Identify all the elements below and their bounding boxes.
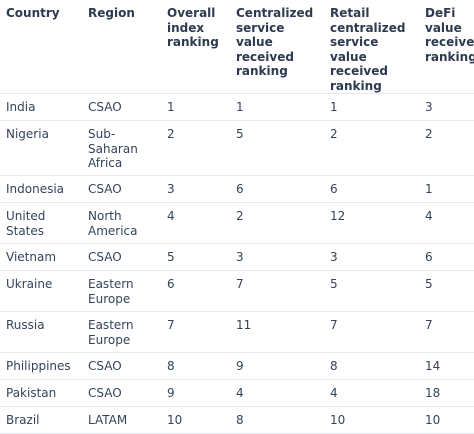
centralized-rank-cell: 9: [230, 352, 324, 380]
centralized-rank-cell: 11: [230, 311, 324, 353]
overall-rank-cell: 1: [161, 93, 230, 121]
region-cell: North America: [82, 202, 161, 244]
centralized-rank-cell: 8: [230, 406, 324, 434]
header-centralized-service-ranking: Centralized service value received ranki…: [230, 0, 324, 94]
defi-rank-cell: 14: [419, 352, 474, 380]
defi-rank-cell: 3: [419, 93, 474, 121]
retail-rank-cell: 8: [324, 352, 419, 380]
defi-rank-cell: 6: [419, 243, 474, 271]
table-row: Indonesia CSAO 3 6 6 1: [0, 175, 474, 203]
country-cell: Nigeria: [0, 120, 82, 176]
defi-rank-cell: 2: [419, 120, 474, 176]
header-region: Region: [82, 0, 161, 94]
region-cell: Sub-Saharan Africa: [82, 120, 161, 176]
header-overall-index-ranking: Overall index ranking: [161, 0, 230, 94]
defi-rank-cell: 4: [419, 202, 474, 244]
defi-rank-cell: 7: [419, 311, 474, 353]
country-cell: Pakistan: [0, 379, 82, 407]
retail-rank-cell: 5: [324, 270, 419, 312]
header-country: Country: [0, 0, 82, 94]
centralized-rank-cell: 4: [230, 379, 324, 407]
overall-rank-cell: 3: [161, 175, 230, 203]
table-row: Philippines CSAO 8 9 8 14: [0, 352, 474, 380]
country-cell: Indonesia: [0, 175, 82, 203]
table-row: India CSAO 1 1 1 3: [0, 93, 474, 121]
overall-rank-cell: 4: [161, 202, 230, 244]
country-cell: Brazil: [0, 406, 82, 434]
country-cell: Ukraine: [0, 270, 82, 312]
centralized-rank-cell: 5: [230, 120, 324, 176]
region-cell: LATAM: [82, 406, 161, 434]
region-cell: Eastern Europe: [82, 311, 161, 353]
table-header-row: Country Region Overall index ranking Cen…: [0, 0, 474, 94]
header-defi-ranking: DeFi value received ranking: [419, 0, 474, 94]
table-row: Nigeria Sub-Saharan Africa 2 5 2 2: [0, 120, 474, 176]
country-cell: Vietnam: [0, 243, 82, 271]
retail-rank-cell: 2: [324, 120, 419, 176]
region-cell: CSAO: [82, 93, 161, 121]
region-cell: CSAO: [82, 379, 161, 407]
overall-rank-cell: 7: [161, 311, 230, 353]
centralized-rank-cell: 2: [230, 202, 324, 244]
defi-rank-cell: 1: [419, 175, 474, 203]
table-row: Ukraine Eastern Europe 6 7 5 5: [0, 270, 474, 312]
defi-rank-cell: 18: [419, 379, 474, 407]
overall-rank-cell: 6: [161, 270, 230, 312]
header-retail-centralized-ranking: Retail centralized service value receive…: [324, 0, 419, 94]
overall-rank-cell: 9: [161, 379, 230, 407]
retail-rank-cell: 4: [324, 379, 419, 407]
country-cell: India: [0, 93, 82, 121]
region-cell: Eastern Europe: [82, 270, 161, 312]
centralized-rank-cell: 3: [230, 243, 324, 271]
overall-rank-cell: 5: [161, 243, 230, 271]
retail-rank-cell: 1: [324, 93, 419, 121]
defi-rank-cell: 10: [419, 406, 474, 434]
centralized-rank-cell: 6: [230, 175, 324, 203]
table-row: Pakistan CSAO 9 4 4 18: [0, 379, 474, 407]
table-row: Russia Eastern Europe 7 11 7 7: [0, 311, 474, 353]
defi-rank-cell: 5: [419, 270, 474, 312]
table-row: Brazil LATAM 10 8 10 10: [0, 406, 474, 434]
region-cell: CSAO: [82, 175, 161, 203]
overall-rank-cell: 2: [161, 120, 230, 176]
overall-rank-cell: 10: [161, 406, 230, 434]
retail-rank-cell: 6: [324, 175, 419, 203]
retail-rank-cell: 12: [324, 202, 419, 244]
country-cell: Philippines: [0, 352, 82, 380]
table-row: United States North America 4 2 12 4: [0, 202, 474, 244]
overall-rank-cell: 8: [161, 352, 230, 380]
retail-rank-cell: 3: [324, 243, 419, 271]
table-row: Vietnam CSAO 5 3 3 6: [0, 243, 474, 271]
retail-rank-cell: 7: [324, 311, 419, 353]
region-cell: CSAO: [82, 352, 161, 380]
centralized-rank-cell: 1: [230, 93, 324, 121]
retail-rank-cell: 10: [324, 406, 419, 434]
country-cell: United States: [0, 202, 82, 244]
country-cell: Russia: [0, 311, 82, 353]
region-cell: CSAO: [82, 243, 161, 271]
centralized-rank-cell: 7: [230, 270, 324, 312]
